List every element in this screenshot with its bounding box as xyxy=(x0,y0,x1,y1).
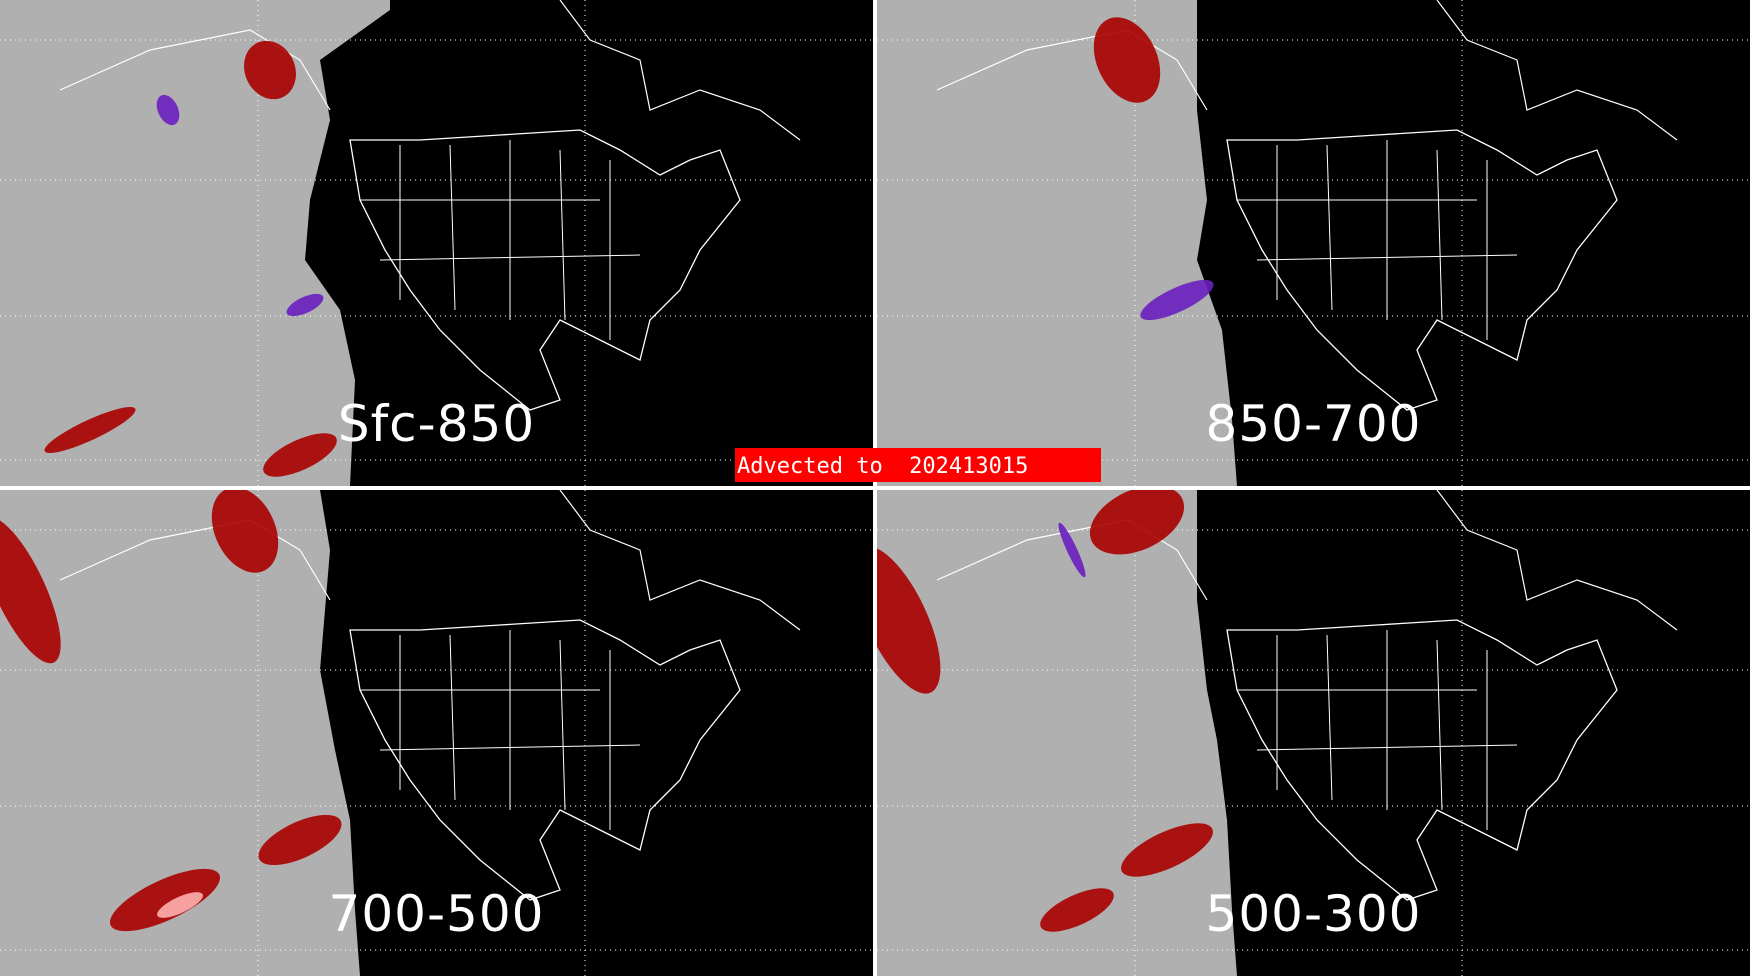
cloud-purple-region xyxy=(1140,279,1214,321)
panel-850-700: 850-700 xyxy=(877,0,1750,486)
ocean-area xyxy=(877,0,1237,486)
panel-label: 500-300 xyxy=(1205,885,1422,943)
cloud-red-region xyxy=(44,407,136,453)
panel-500-300: 500-300 xyxy=(877,490,1750,976)
cloud-red-region xyxy=(877,546,941,694)
cloud-red-region xyxy=(244,40,296,100)
ocean-area xyxy=(0,0,390,486)
state-border xyxy=(379,744,641,751)
state-border xyxy=(449,634,456,801)
cloud-purple-region xyxy=(1058,522,1086,578)
panel-label: Sfc-850 xyxy=(337,395,536,453)
panel-label: 700-500 xyxy=(328,885,545,943)
cloud-red-region xyxy=(211,490,279,573)
state-border xyxy=(559,149,566,321)
advected-time-banner: Advected to 202413015 xyxy=(735,448,1101,482)
coastline xyxy=(1226,619,1618,901)
cloud-red-region xyxy=(258,814,342,866)
state-border xyxy=(1326,634,1333,801)
cloud-red-region xyxy=(0,516,61,664)
state-border xyxy=(559,639,566,811)
cloud-red-region xyxy=(263,433,337,477)
cloud-red-region xyxy=(109,868,221,932)
cloud-red-region xyxy=(1093,17,1161,103)
map-canvas xyxy=(0,490,873,976)
cloud-purple-region xyxy=(156,94,180,126)
coastline xyxy=(1226,129,1618,411)
cloud-red-region xyxy=(1121,823,1213,877)
cloud-red-region xyxy=(1089,490,1185,555)
state-border xyxy=(1436,639,1443,811)
coastline xyxy=(349,129,741,411)
panel-sfc-850: Sfc-850 xyxy=(0,0,873,486)
state-border xyxy=(449,144,456,311)
coastline xyxy=(349,619,741,901)
state-border xyxy=(379,254,641,261)
panel-700-500: 700-500 xyxy=(0,490,873,976)
map-canvas xyxy=(0,0,873,486)
cloud-red-region xyxy=(1040,888,1114,932)
state-border xyxy=(1256,254,1518,261)
panel-label: 850-700 xyxy=(1205,395,1422,453)
state-border xyxy=(1436,149,1443,321)
cloud-pink-region xyxy=(157,892,203,918)
state-border xyxy=(1256,744,1518,751)
map-canvas xyxy=(877,490,1750,976)
state-border xyxy=(1326,144,1333,311)
cloud-purple-region xyxy=(286,293,324,317)
